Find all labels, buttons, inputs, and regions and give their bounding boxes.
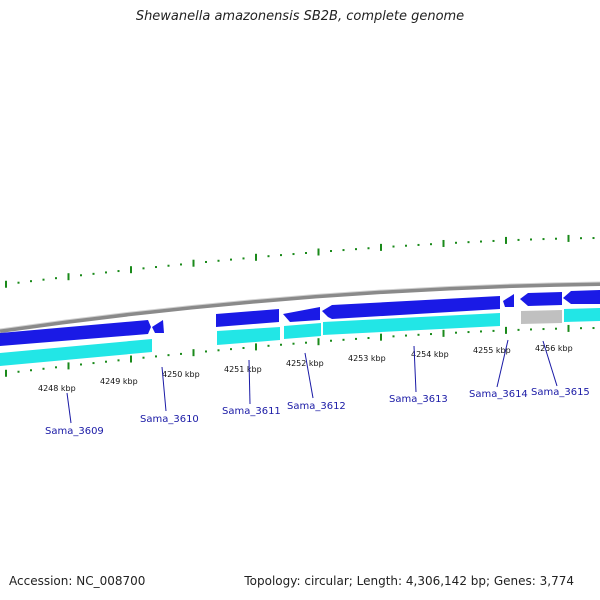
gene-callout-line	[304, 352, 314, 399]
gene-feature[interactable]	[217, 327, 280, 345]
scale-labels: 4248 kbp 4249 kbp 4250 kbp 4251 kbp 4252…	[38, 344, 573, 393]
genome-backbone-highlight	[0, 281, 600, 330]
map-title: Shewanella amazonensis SB2B, complete ge…	[135, 9, 465, 24]
gene-label[interactable]: Sama_3614	[469, 389, 528, 400]
gene-label[interactable]: Sama_3610	[140, 414, 199, 425]
gene-callout-line	[248, 359, 251, 405]
accession-text: Accession: NC_008700	[9, 574, 146, 588]
gene-track	[0, 308, 600, 366]
scale-label: 4255 kbp	[473, 346, 511, 355]
cds-feature[interactable]	[322, 296, 500, 319]
gene-callout-line	[496, 339, 509, 388]
gene-callout-line	[542, 340, 558, 387]
genome-summary-text: Topology: circular; Length: 4,306,142 bp…	[244, 574, 574, 588]
gene-feature[interactable]	[284, 323, 321, 339]
gene-labels: Sama_3609 Sama_3610 Sama_3611 Sama_3612 …	[45, 387, 590, 437]
genome-backbone	[0, 282, 600, 333]
gene-feature[interactable]	[564, 308, 600, 322]
cds-feature[interactable]	[283, 307, 320, 322]
gene-feature[interactable]	[323, 313, 500, 335]
scale-label: 4251 kbp	[224, 365, 262, 374]
gene-callout-line	[66, 392, 72, 424]
cds-feature[interactable]	[152, 320, 164, 333]
cds-feature[interactable]	[216, 309, 279, 327]
scale-label: 4252 kbp	[286, 359, 324, 368]
gene-label[interactable]: Sama_3609	[45, 426, 104, 437]
cds-feature[interactable]	[503, 294, 514, 307]
scale-label: 4248 kbp	[38, 384, 76, 393]
gene-label[interactable]: Sama_3611	[222, 406, 281, 417]
gene-label[interactable]: Sama_3613	[389, 394, 448, 405]
cds-feature[interactable]	[520, 292, 562, 306]
scale-label: 4249 kbp	[100, 377, 138, 386]
gene-callout-line	[413, 345, 417, 393]
scale-label: 4253 kbp	[348, 354, 386, 363]
inner-tick-row	[5, 324, 595, 377]
scale-label: 4254 kbp	[411, 350, 449, 359]
gene-callouts	[66, 339, 558, 424]
scale-label: 4256 kbp	[535, 344, 573, 353]
outer-tick-row	[5, 234, 595, 288]
gene-feature[interactable]	[0, 339, 152, 366]
scale-label: 4250 kbp	[162, 370, 200, 379]
gene-feature[interactable]	[521, 310, 562, 324]
gene-callout-line	[161, 366, 167, 412]
gene-label[interactable]: Sama_3615	[531, 387, 590, 398]
cds-feature[interactable]	[0, 320, 151, 346]
cds-feature[interactable]	[563, 290, 600, 304]
gene-label[interactable]: Sama_3612	[287, 401, 346, 412]
cds-track	[0, 290, 600, 346]
